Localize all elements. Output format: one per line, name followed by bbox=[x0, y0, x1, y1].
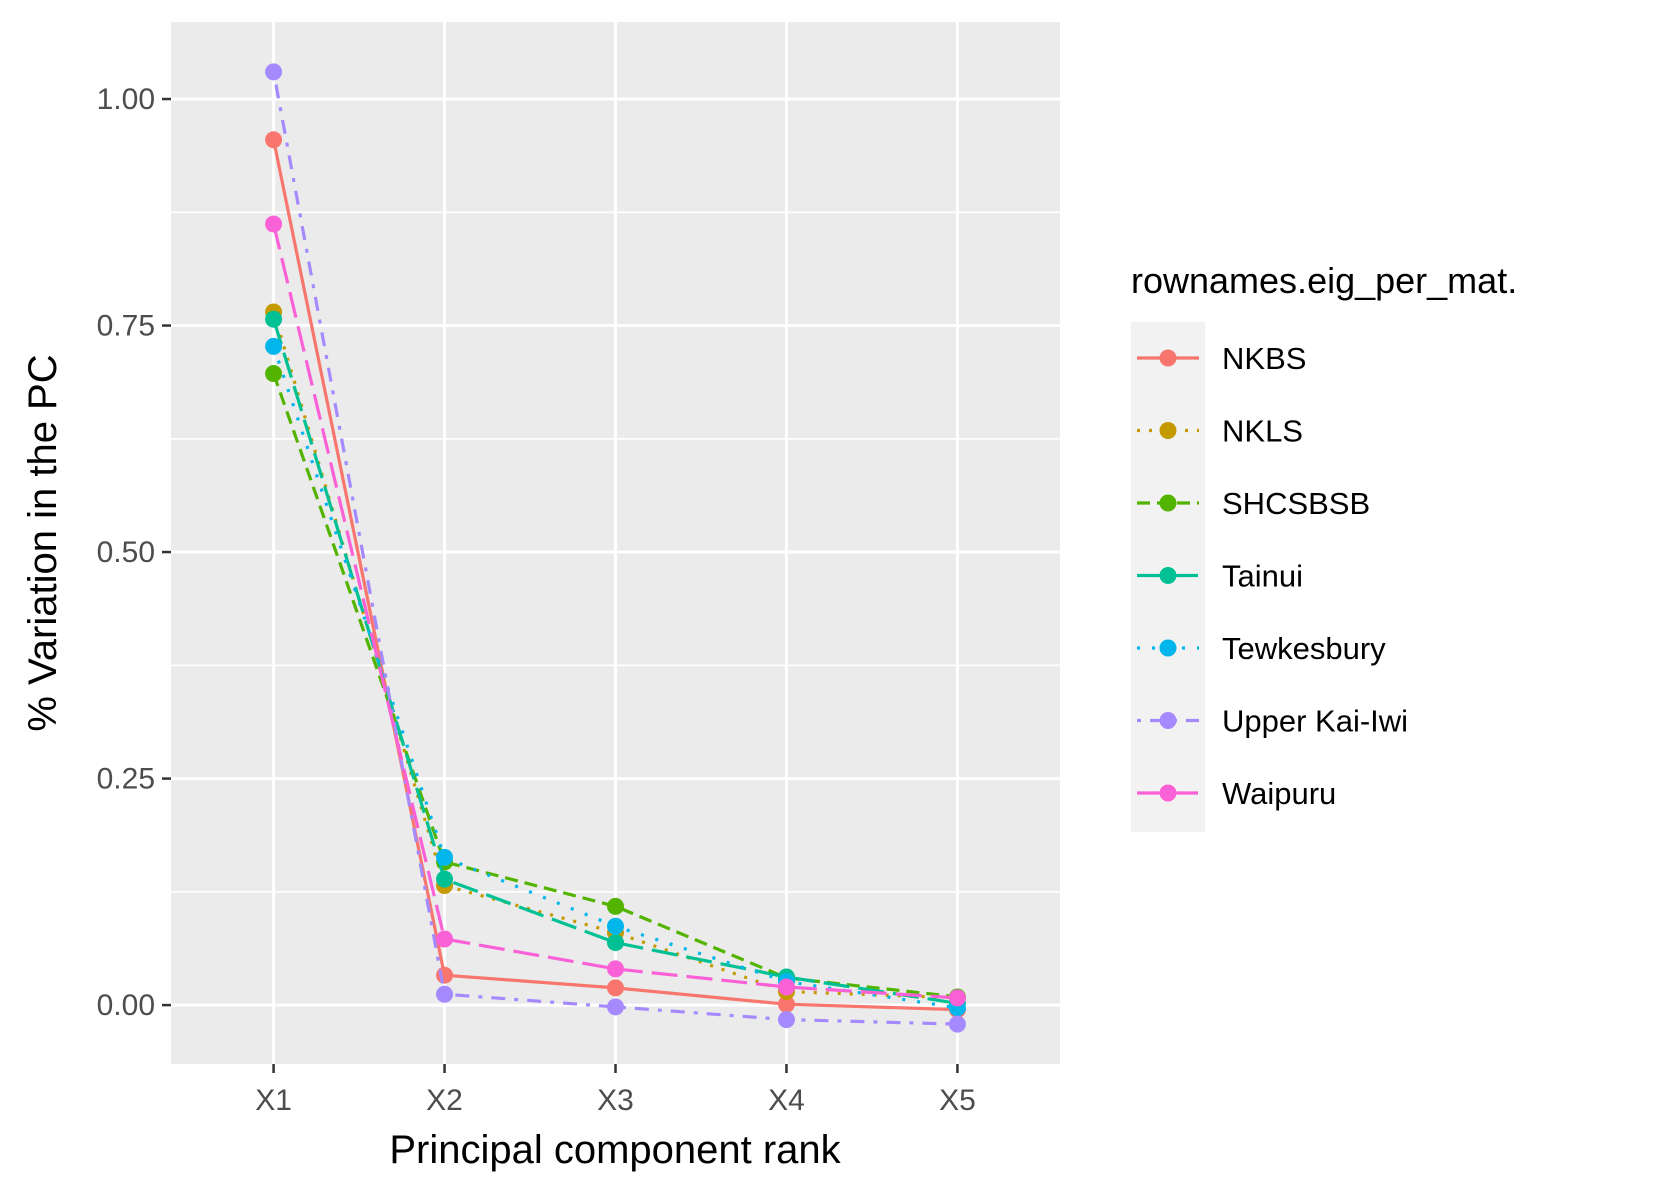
legend-key-point bbox=[1159, 712, 1177, 729]
data-point bbox=[265, 131, 283, 149]
data-point bbox=[777, 1011, 795, 1029]
data-point bbox=[607, 998, 624, 1016]
data-point bbox=[607, 960, 624, 978]
y-tick-label: 0.00 bbox=[97, 989, 155, 1022]
legend-label: Tainui bbox=[1222, 559, 1303, 594]
series-waipuru bbox=[265, 215, 966, 1007]
data-point bbox=[265, 63, 283, 81]
legend-item: Tainui bbox=[1137, 559, 1303, 594]
data-point bbox=[265, 310, 283, 328]
legend-item: Tewkesbury bbox=[1137, 631, 1386, 666]
legend-title: rownames.eig_per_mat. bbox=[1131, 260, 1517, 301]
legend-key-point bbox=[1159, 784, 1177, 802]
legend-label: NKBS bbox=[1222, 341, 1306, 376]
series-line bbox=[272, 223, 958, 1000]
y-tick-label: 0.25 bbox=[97, 763, 155, 796]
legend-label: Waipuru bbox=[1222, 776, 1336, 811]
legend-item: NKBS bbox=[1137, 341, 1306, 376]
legend-label: Upper Kai-Iwi bbox=[1222, 704, 1408, 739]
series-layer bbox=[265, 63, 966, 1033]
data-point bbox=[265, 365, 283, 383]
legend-item: Upper Kai-Iwi bbox=[1137, 704, 1408, 739]
legend-item: SHCSBSB bbox=[1137, 486, 1370, 521]
data-point bbox=[607, 934, 624, 952]
x-tick-label: X3 bbox=[597, 1084, 634, 1117]
legend: rownames.eig_per_mat. NKBS NKLS SHCSBSB Tai… bbox=[1131, 260, 1517, 832]
legend-key-point bbox=[1159, 639, 1177, 657]
y-tick-label: 0.75 bbox=[97, 310, 155, 343]
data-point bbox=[607, 897, 624, 915]
x-axis-title: Principal component rank bbox=[389, 1128, 841, 1172]
legend-key-point bbox=[1159, 349, 1177, 367]
x-tick-label: X4 bbox=[768, 1084, 805, 1117]
data-point bbox=[607, 979, 624, 997]
legend-key-point bbox=[1159, 567, 1177, 584]
data-point bbox=[265, 337, 283, 355]
data-point bbox=[948, 989, 966, 1007]
series-line bbox=[272, 71, 958, 1026]
y-axis: 0.00 0.25 0.50 0.75 1.00 bbox=[97, 83, 171, 1022]
data-point bbox=[777, 995, 795, 1013]
legend-item: NKLS bbox=[1137, 414, 1303, 449]
data-point bbox=[948, 1015, 966, 1033]
data-point bbox=[777, 978, 795, 996]
x-tick-label: X2 bbox=[426, 1084, 463, 1117]
x-axis: X1 X2 X3 X4 X5 bbox=[255, 1064, 976, 1117]
data-point bbox=[436, 985, 454, 1003]
legend-label: NKLS bbox=[1222, 414, 1303, 449]
legend-key-point bbox=[1159, 422, 1177, 439]
data-point bbox=[607, 917, 624, 935]
legend-key-point bbox=[1159, 494, 1177, 512]
data-point bbox=[436, 966, 454, 984]
legend-item: Waipuru bbox=[1137, 776, 1336, 811]
y-tick-label: 0.50 bbox=[97, 536, 155, 569]
x-tick-label: X1 bbox=[255, 1084, 292, 1117]
legend-label: Tewkesbury bbox=[1222, 631, 1386, 666]
legend-label: SHCSBSB bbox=[1222, 486, 1370, 521]
y-tick-label: 1.00 bbox=[97, 83, 155, 116]
y-axis-title: % Variation in the PC bbox=[21, 354, 65, 731]
series-line bbox=[272, 373, 958, 999]
x-tick-label: X5 bbox=[939, 1084, 976, 1117]
data-point bbox=[436, 930, 454, 948]
series-upper-kai-iwi bbox=[265, 63, 966, 1033]
data-point bbox=[436, 848, 454, 866]
data-point bbox=[265, 215, 283, 233]
data-point bbox=[436, 870, 454, 888]
